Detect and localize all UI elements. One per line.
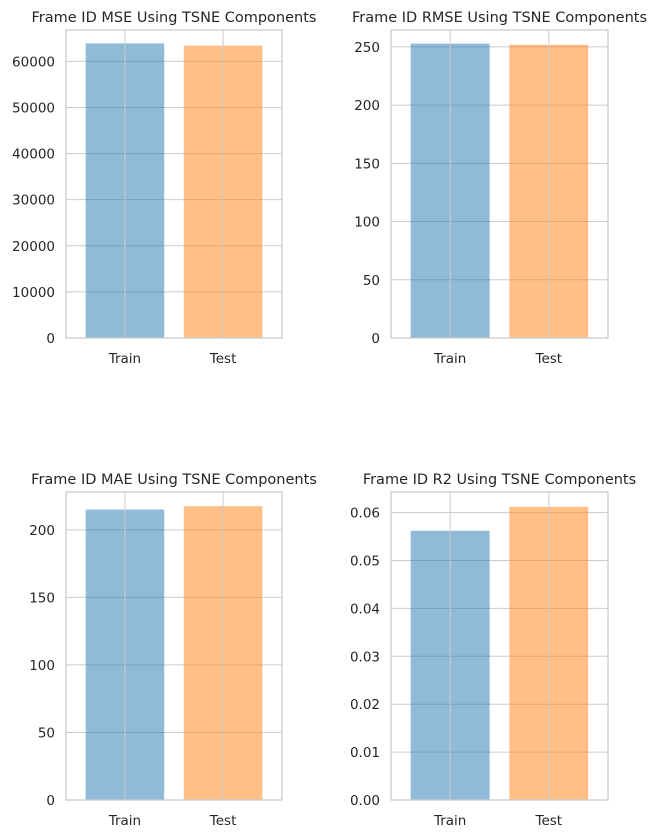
y-tick-label: 10000	[12, 285, 55, 301]
axes-frame	[390, 29, 609, 339]
subplot-4: Frame ID R2 Using TSNE Components 0.00 0.0…	[350, 472, 636, 829]
y-tick-label: 20000	[12, 239, 55, 255]
y-tick-label: 0.00	[350, 793, 380, 809]
y-tick-label: 50000	[12, 100, 55, 116]
x-tick-label: Train	[108, 813, 141, 829]
chart-title: Frame ID R2 Using TSNE Components	[363, 472, 636, 488]
subplot-3: Frame ID MAE Using TSNE Components 0 50 100…	[29, 472, 317, 829]
y-tick-label: 0.02	[350, 697, 380, 713]
y-tick-label: 60000	[12, 54, 55, 70]
y-tick-label: 50	[363, 273, 380, 289]
axes-frame	[390, 491, 609, 801]
y-tick-label: 100	[29, 658, 55, 674]
x-tick-label: Test	[209, 813, 237, 829]
y-tick-label: 50	[38, 725, 55, 741]
axes-frame	[65, 491, 283, 801]
x-tick-label: Test	[535, 351, 563, 367]
y-tick-label: 30000	[12, 193, 55, 209]
x-tick-label: Train	[433, 351, 466, 367]
y-tick-label: 250	[354, 40, 380, 56]
chart-title: Frame ID MAE Using TSNE Components	[31, 472, 317, 488]
x-tick-label: Test	[535, 813, 563, 829]
y-tick-label: 0.05	[350, 553, 380, 569]
y-tick-label: 0	[46, 793, 55, 809]
y-tick-label: 150	[29, 590, 55, 606]
y-tick-label: 0.01	[350, 745, 380, 761]
y-tick-label: 150	[354, 156, 380, 172]
y-tick-label: 100	[354, 215, 380, 231]
x-tick-label: Train	[433, 813, 466, 829]
y-tick-label: 200	[29, 523, 55, 539]
y-tick-label: 0	[46, 331, 55, 347]
subplot-1: Frame ID MSE Using TSNE Components 0 10000…	[12, 10, 316, 367]
y-tick-label: 0.04	[350, 601, 380, 617]
y-tick-label: 0	[371, 331, 380, 347]
y-tick-label: 0.06	[350, 506, 380, 522]
x-tick-label: Test	[209, 351, 237, 367]
y-tick-label: 40000	[12, 147, 55, 163]
subplot-2: Frame ID RMSE Using TSNE Components 0 50 10…	[352, 10, 647, 367]
x-tick-label: Train	[108, 351, 141, 367]
chart-title: Frame ID MSE Using TSNE Components	[32, 10, 317, 26]
y-tick-label: 0.03	[350, 649, 380, 665]
chart-title: Frame ID RMSE Using TSNE Components	[352, 10, 647, 26]
axes-frame	[65, 29, 283, 339]
y-tick-label: 200	[354, 98, 380, 114]
